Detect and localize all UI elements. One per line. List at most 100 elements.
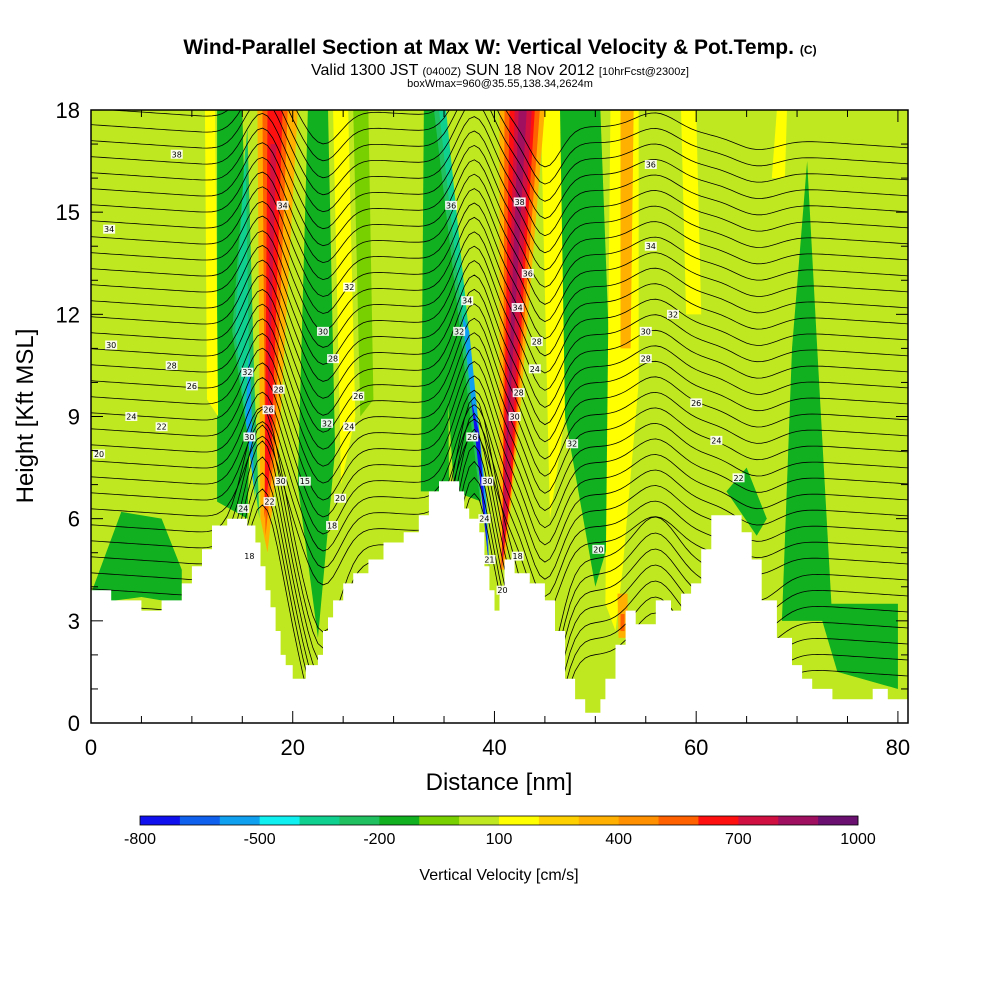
contour-label-box — [512, 388, 525, 398]
isentrope-line — [91, 404, 908, 580]
contour-label-box — [274, 476, 287, 486]
y-tick-label: 6 — [68, 507, 80, 532]
isentrope-line — [91, 396, 908, 669]
x-axis-label: Distance [nm] — [426, 769, 573, 796]
isentrope-line — [91, 418, 908, 597]
contour-label-box — [566, 439, 579, 449]
contour-label-text: 30 — [106, 341, 116, 350]
contour-label-text: 26 — [263, 406, 273, 415]
contour-label-text: 30 — [276, 477, 286, 486]
contour-label: 26 — [466, 432, 479, 442]
contour-label-text: 28 — [532, 338, 542, 347]
contour-label-text: 24 — [238, 504, 248, 513]
contour-label-box — [508, 412, 521, 421]
subtitle-forecast: [10hrFcst@2300z] — [598, 66, 689, 78]
contour-label-box — [732, 473, 745, 483]
contour-label: 22 — [732, 473, 745, 483]
isentrope-line — [91, 142, 908, 271]
velocity-band — [554, 110, 616, 587]
colorbar-swatch — [618, 816, 659, 825]
chart-subtitle: Valid 1300 JST (0400Z) SUN 18 Nov 2012 [… — [0, 62, 1000, 80]
contour-label-text: 18 — [513, 552, 523, 561]
contour-label-box — [710, 435, 723, 445]
contour-label-box — [243, 432, 256, 442]
velocity-band — [681, 110, 702, 315]
contour-label: 20 — [334, 493, 347, 503]
contour-label-text: 15 — [300, 477, 310, 486]
contour-label: 36 — [521, 268, 534, 278]
contour-label-box — [165, 360, 178, 370]
colorbar-swatch — [419, 816, 460, 825]
contour-label: 26 — [262, 405, 275, 415]
contour-label-box — [243, 551, 256, 561]
contour-label-box — [105, 340, 118, 350]
contour-label-text: 24 — [126, 413, 136, 422]
contour-label: 32 — [666, 309, 679, 319]
contour-label: 32 — [321, 418, 334, 428]
contour-label: 32 — [241, 367, 254, 377]
isentrope-line — [91, 288, 908, 443]
colorbar-swatch — [299, 816, 340, 825]
contour-label-text: 36 — [523, 269, 533, 278]
contour-label-text: 24 — [530, 365, 540, 374]
x-tick-label: 0 — [85, 735, 97, 760]
contour-label-text: 36 — [646, 160, 656, 169]
contour-label-box — [592, 544, 605, 554]
y-tick-label: 12 — [56, 302, 80, 327]
contour-label-box — [352, 391, 365, 401]
velocity-band — [91, 511, 182, 604]
contour-label-text: 28 — [274, 385, 284, 394]
contour-label-box — [237, 503, 250, 513]
contour-label-text: 28 — [328, 355, 338, 364]
contour-label-box — [496, 585, 509, 595]
contour-label: 32 — [343, 282, 356, 292]
isentrope-line — [91, 259, 908, 408]
velocity-band — [817, 603, 898, 689]
colorbar-swatch — [698, 816, 739, 825]
contour-label-text: 28 — [514, 389, 524, 398]
contour-label-text: 21 — [484, 556, 494, 565]
title-unit: (C) — [799, 43, 817, 57]
contour-label-box — [298, 476, 311, 486]
isentrope-line — [91, 230, 908, 374]
colorbar-label: Vertical Velocity [cm/s] — [419, 867, 578, 884]
colorbar-swatch — [578, 816, 620, 825]
contour-label-text: 18 — [244, 552, 254, 561]
isentrope-line — [91, 171, 908, 305]
contour-label: 34 — [644, 241, 657, 251]
contour-label-text: 32 — [344, 283, 354, 292]
contour-label: 32 — [453, 326, 466, 336]
contour-label: 30 — [243, 432, 256, 442]
contour-label: 28 — [165, 360, 178, 370]
contour-label-box — [528, 364, 541, 374]
contour-label-box — [530, 337, 543, 347]
isentrope-line — [91, 346, 908, 511]
contour-label-box — [155, 422, 168, 432]
contour-label-box — [690, 398, 703, 408]
isentrope-line — [91, 245, 908, 391]
contour-label-text: 24 — [711, 436, 721, 445]
colorbar: -800 -500 -200 100 400 700 1000 — [124, 815, 876, 848]
contour-label-text: 32 — [454, 327, 464, 336]
colorbar-swatch — [179, 816, 221, 825]
isentrope-line — [91, 200, 908, 340]
contour-label: 24 — [710, 435, 723, 445]
colorbar-swatch — [778, 816, 819, 825]
colorbar-frame — [139, 815, 859, 826]
contour-label-text: 34 — [513, 304, 523, 313]
contour-label-text: 22 — [157, 423, 167, 432]
y-tick-label: 15 — [56, 200, 80, 225]
contour-label: 38 — [513, 197, 526, 207]
contour-label: 30 — [316, 326, 329, 336]
chart-subtitle-2: boxWmax=960@35.55,138.34,2624m — [407, 78, 593, 90]
colorbar-swatch — [379, 816, 420, 825]
contour-label-text: 30 — [482, 477, 492, 486]
contour-label: 34 — [276, 200, 289, 210]
contour-label-text: 34 — [646, 242, 656, 251]
contour-label: 38 — [170, 149, 183, 159]
contour-label-box — [639, 354, 652, 364]
contour-label-text: 30 — [510, 413, 520, 422]
contour-label: 30 — [105, 340, 118, 350]
contour-label: 26 — [690, 398, 703, 408]
x-tick-label: 60 — [684, 735, 708, 760]
